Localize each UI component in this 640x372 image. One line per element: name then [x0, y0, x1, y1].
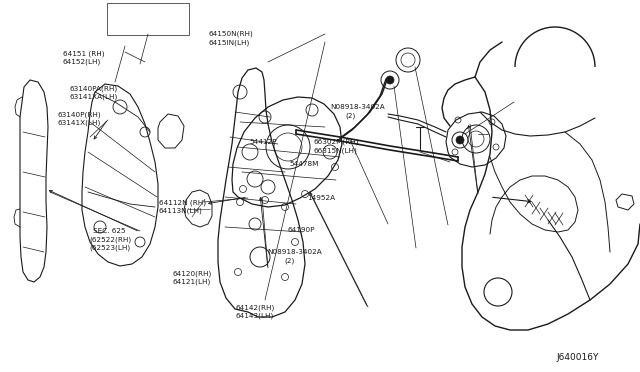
Text: 64112N (RH): 64112N (RH)	[159, 199, 205, 206]
Text: 64150N(RH): 64150N(RH)	[209, 31, 253, 38]
Text: 64151 (RH): 64151 (RH)	[63, 51, 104, 57]
Text: 66302M(RH): 66302M(RH)	[314, 139, 359, 145]
Text: N08918-3402A: N08918-3402A	[268, 249, 323, 255]
Text: 54478M: 54478M	[289, 161, 319, 167]
Text: N08918-3402A: N08918-3402A	[330, 104, 385, 110]
Text: 63141XA(LH): 63141XA(LH)	[69, 93, 117, 100]
Text: 64121(LH): 64121(LH)	[173, 279, 211, 285]
Text: 6415IN(LH): 6415IN(LH)	[209, 39, 250, 46]
Text: 54412P: 54412P	[250, 139, 277, 145]
Text: 64190P: 64190P	[288, 227, 316, 233]
Text: (62523(LH): (62523(LH)	[90, 244, 131, 251]
Text: 64113N(LH): 64113N(LH)	[159, 208, 202, 214]
Circle shape	[456, 136, 464, 144]
Text: (62522(RH): (62522(RH)	[90, 236, 132, 243]
Text: 14952A: 14952A	[307, 195, 335, 201]
Text: 64143(LH): 64143(LH)	[236, 313, 274, 320]
Circle shape	[386, 76, 394, 84]
Text: 63141X(LH): 63141X(LH)	[58, 119, 101, 126]
Text: 64142(RH): 64142(RH)	[236, 305, 275, 311]
Text: SEC. 625: SEC. 625	[93, 228, 125, 234]
Text: 64120(RH): 64120(RH)	[173, 270, 212, 277]
Text: 64152(LH): 64152(LH)	[63, 59, 101, 65]
Text: 63140P(RH): 63140P(RH)	[58, 111, 101, 118]
Text: 63140PA(RH): 63140PA(RH)	[69, 85, 117, 92]
Text: 66315N(LH): 66315N(LH)	[314, 147, 357, 154]
Text: J640016Y: J640016Y	[557, 353, 599, 362]
Text: (2): (2)	[346, 112, 356, 119]
Text: (2): (2)	[284, 257, 294, 264]
